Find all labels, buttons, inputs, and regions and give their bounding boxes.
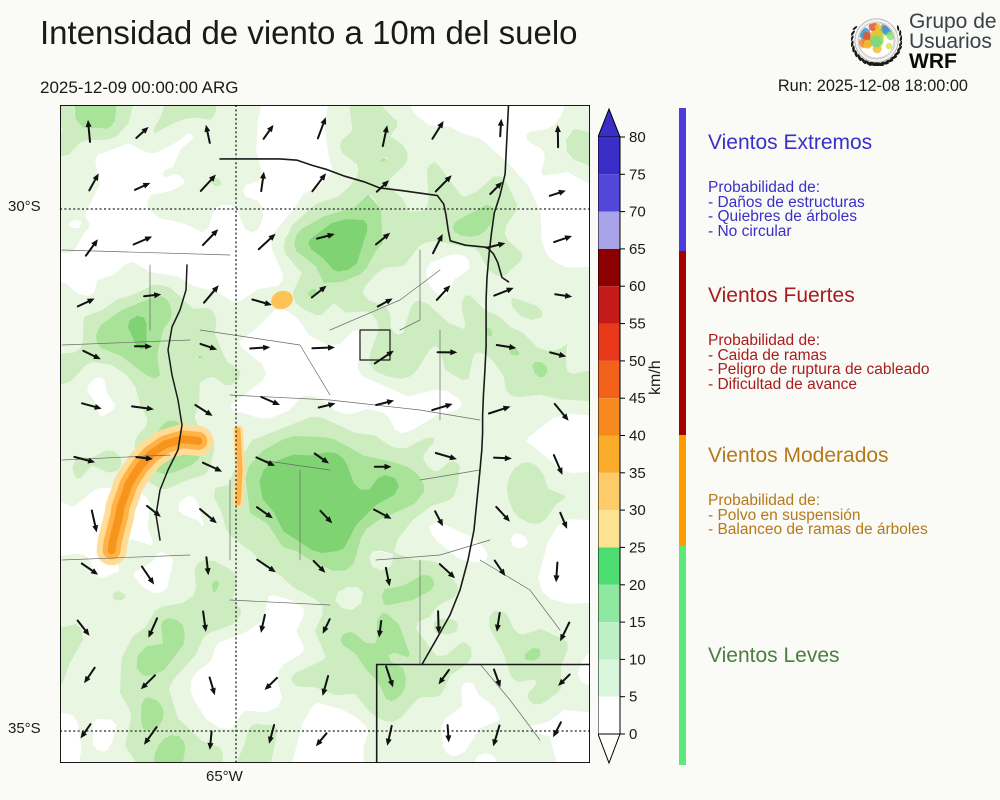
svg-text:35: 35 — [629, 465, 646, 482]
svg-text:30: 30 — [629, 502, 646, 519]
svg-text:50: 50 — [629, 353, 646, 370]
svg-text:70: 70 — [629, 204, 646, 221]
svg-text:75: 75 — [629, 166, 646, 183]
svg-text:40: 40 — [629, 428, 646, 445]
svg-text:45: 45 — [629, 390, 646, 407]
svg-text:80: 80 — [629, 129, 646, 146]
svg-text:55: 55 — [629, 316, 646, 333]
svg-text:5: 5 — [629, 689, 637, 706]
svg-text:65: 65 — [629, 241, 646, 258]
svg-text:25: 25 — [629, 539, 646, 556]
svg-text:15: 15 — [629, 614, 646, 631]
svg-text:0: 0 — [629, 726, 637, 743]
svg-text:60: 60 — [629, 278, 646, 295]
svg-text:20: 20 — [629, 577, 646, 594]
svg-text:10: 10 — [629, 651, 646, 668]
